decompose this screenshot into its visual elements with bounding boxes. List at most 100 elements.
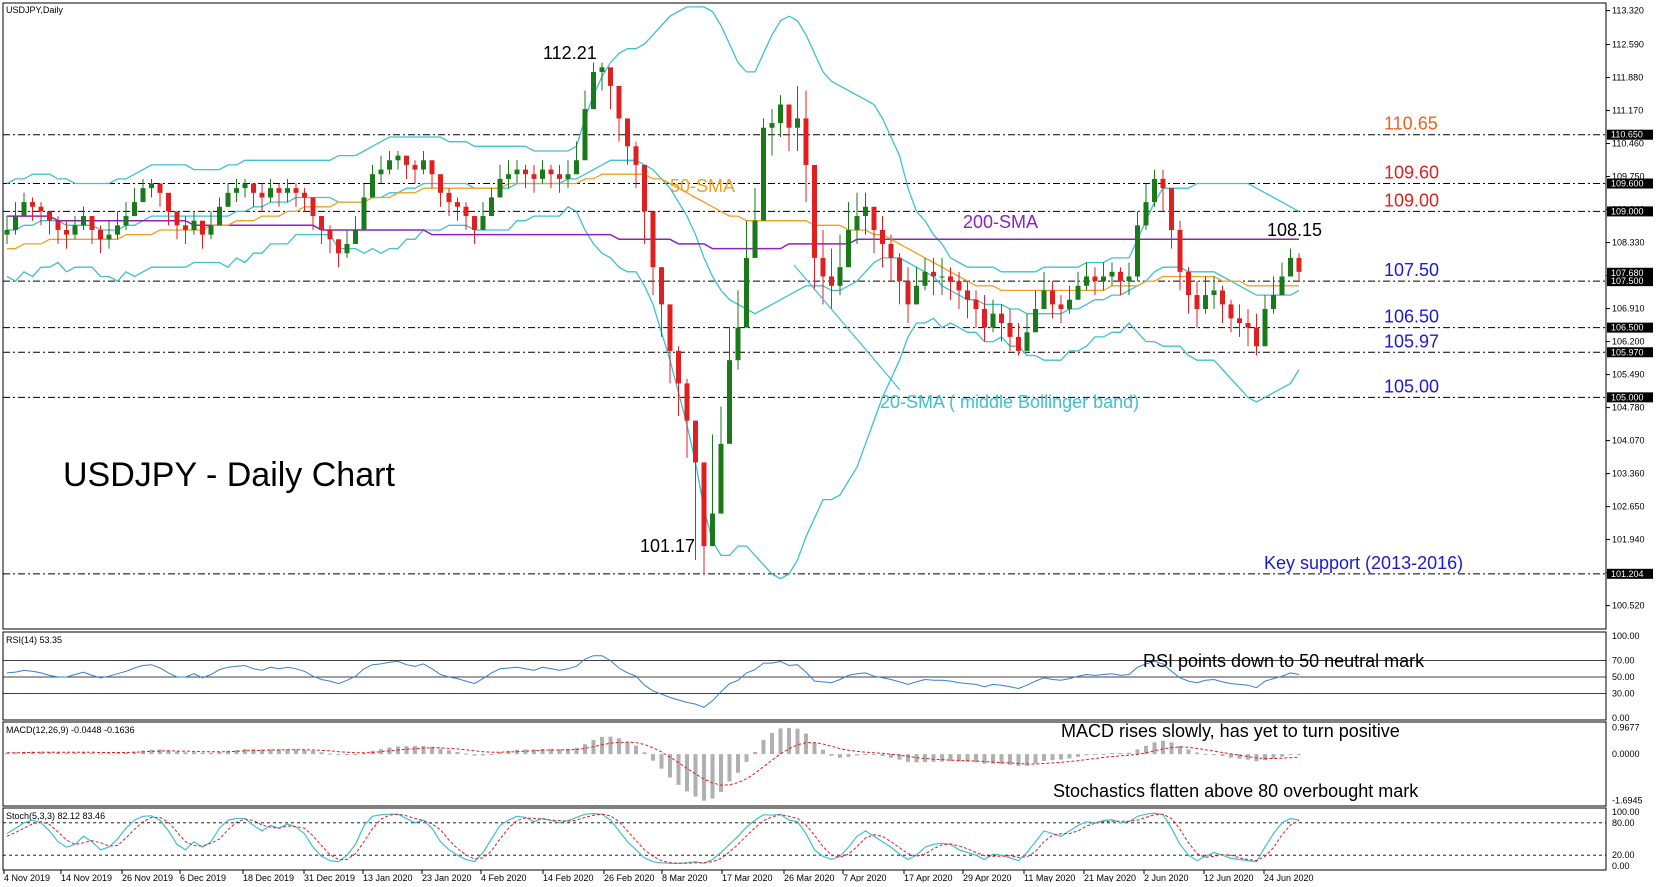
macd-bar	[744, 754, 749, 762]
macd-bar	[821, 749, 825, 755]
candle-body	[98, 229, 103, 240]
candle-body	[990, 313, 996, 328]
macd-bar	[1101, 753, 1106, 755]
date-tick-label: 12 Jun 2020	[1204, 873, 1254, 882]
macd-bar	[1118, 753, 1123, 755]
candle-body	[1203, 295, 1208, 310]
candle-body	[47, 211, 52, 221]
macd-bar	[1076, 754, 1080, 757]
macd-bar	[1127, 752, 1131, 755]
candle-body	[795, 118, 800, 128]
macd-bar	[268, 749, 273, 755]
price-box	[1607, 267, 1653, 278]
candle-body	[429, 160, 435, 175]
price-box-label: 110.650	[1611, 130, 1643, 140]
macd-bar	[472, 754, 477, 756]
macd-bar	[1263, 754, 1267, 761]
candle-body	[710, 513, 715, 547]
macd-bar	[183, 752, 188, 755]
macd-bar	[770, 733, 774, 755]
macd-bar	[812, 742, 817, 755]
candle-body	[132, 202, 137, 217]
macd-bar	[1169, 742, 1174, 755]
candle-body	[395, 155, 401, 161]
candle-body	[327, 229, 333, 240]
candle-body	[1279, 276, 1285, 296]
candle-body	[174, 211, 180, 226]
macd-bar	[566, 748, 570, 755]
candle-body	[455, 202, 460, 207]
price-box	[1607, 206, 1653, 217]
macd-bar	[379, 749, 383, 755]
date-tick-label: 26 Nov 2019	[122, 873, 173, 882]
candle-body	[761, 127, 766, 221]
candle-body	[293, 188, 299, 193]
macd-bar	[328, 753, 332, 755]
candle-body	[1058, 304, 1064, 310]
candle-body	[361, 197, 367, 230]
sma50-label: 50-SMA	[670, 176, 735, 196]
macd-bar	[260, 749, 264, 755]
candle-body	[412, 164, 418, 170]
macd-bar	[175, 751, 179, 755]
macd-bar	[931, 754, 936, 762]
candle-body	[285, 188, 290, 193]
date-tick-label: 23 Jan 2020	[422, 873, 472, 882]
macd-bar	[1050, 754, 1055, 761]
candle-body	[939, 276, 945, 278]
candle-body	[744, 257, 749, 328]
candle-body	[931, 271, 936, 277]
candle-body	[446, 192, 452, 203]
macd-bar	[889, 754, 893, 758]
date-tick-label: 17 Apr 2020	[904, 873, 953, 882]
stoch-tick-label: 0.00	[1612, 861, 1630, 871]
candle-body	[914, 285, 919, 305]
macd-bar	[948, 754, 953, 762]
macd-bar	[642, 752, 647, 755]
price-tick-label: 113.320	[1612, 6, 1644, 16]
last-price-label: 108.15	[1267, 220, 1322, 240]
candle-body	[13, 216, 18, 230]
macd-bar	[974, 754, 978, 763]
macd-bar	[617, 738, 621, 755]
price-tick-label: 111.880	[1612, 73, 1643, 83]
candle-body	[871, 206, 877, 230]
candle-body	[38, 206, 44, 212]
candle-body	[820, 257, 826, 277]
rsi-note: RSI points down to 50 neutral mark	[1143, 651, 1425, 671]
macd-bar	[1203, 753, 1208, 755]
price-tick-label: 103.360	[1612, 469, 1645, 479]
candle-body	[302, 192, 307, 198]
macd-bar	[132, 751, 137, 755]
price-box-label: 101.204	[1611, 569, 1644, 579]
macd-bar	[574, 747, 579, 755]
candle-body	[752, 220, 758, 258]
macd-bar	[438, 748, 443, 755]
candle-body	[106, 234, 112, 240]
macd-bar	[583, 744, 587, 755]
candle-body	[191, 220, 197, 230]
macd-tick-label: 0.0000	[1612, 749, 1640, 759]
candle-body	[684, 383, 690, 421]
stoch-signal-line	[6, 813, 1300, 864]
macd-bar	[838, 754, 842, 758]
candle-body	[183, 225, 188, 230]
macd-bar	[1152, 742, 1157, 755]
price-box-label: 105.970	[1611, 347, 1644, 357]
macd-bar	[1008, 754, 1012, 765]
macd-bar	[1016, 754, 1021, 766]
candle-body	[1041, 290, 1047, 310]
date-tick-label: 4 Nov 2019	[4, 873, 50, 882]
macd-bar	[651, 754, 655, 761]
candle-body	[319, 216, 324, 230]
level-label: 105.00	[1384, 376, 1439, 396]
macd-bar	[1220, 754, 1225, 757]
stoch-tick-label: 100.00	[1612, 807, 1640, 817]
date-tick-label: 31 Dec 2019	[304, 873, 355, 882]
candle-body	[863, 206, 868, 217]
candle-body	[676, 350, 681, 384]
macd-bar	[914, 754, 919, 763]
candle-body	[140, 188, 146, 203]
candle-body	[1245, 322, 1251, 328]
candle-body	[259, 192, 265, 198]
